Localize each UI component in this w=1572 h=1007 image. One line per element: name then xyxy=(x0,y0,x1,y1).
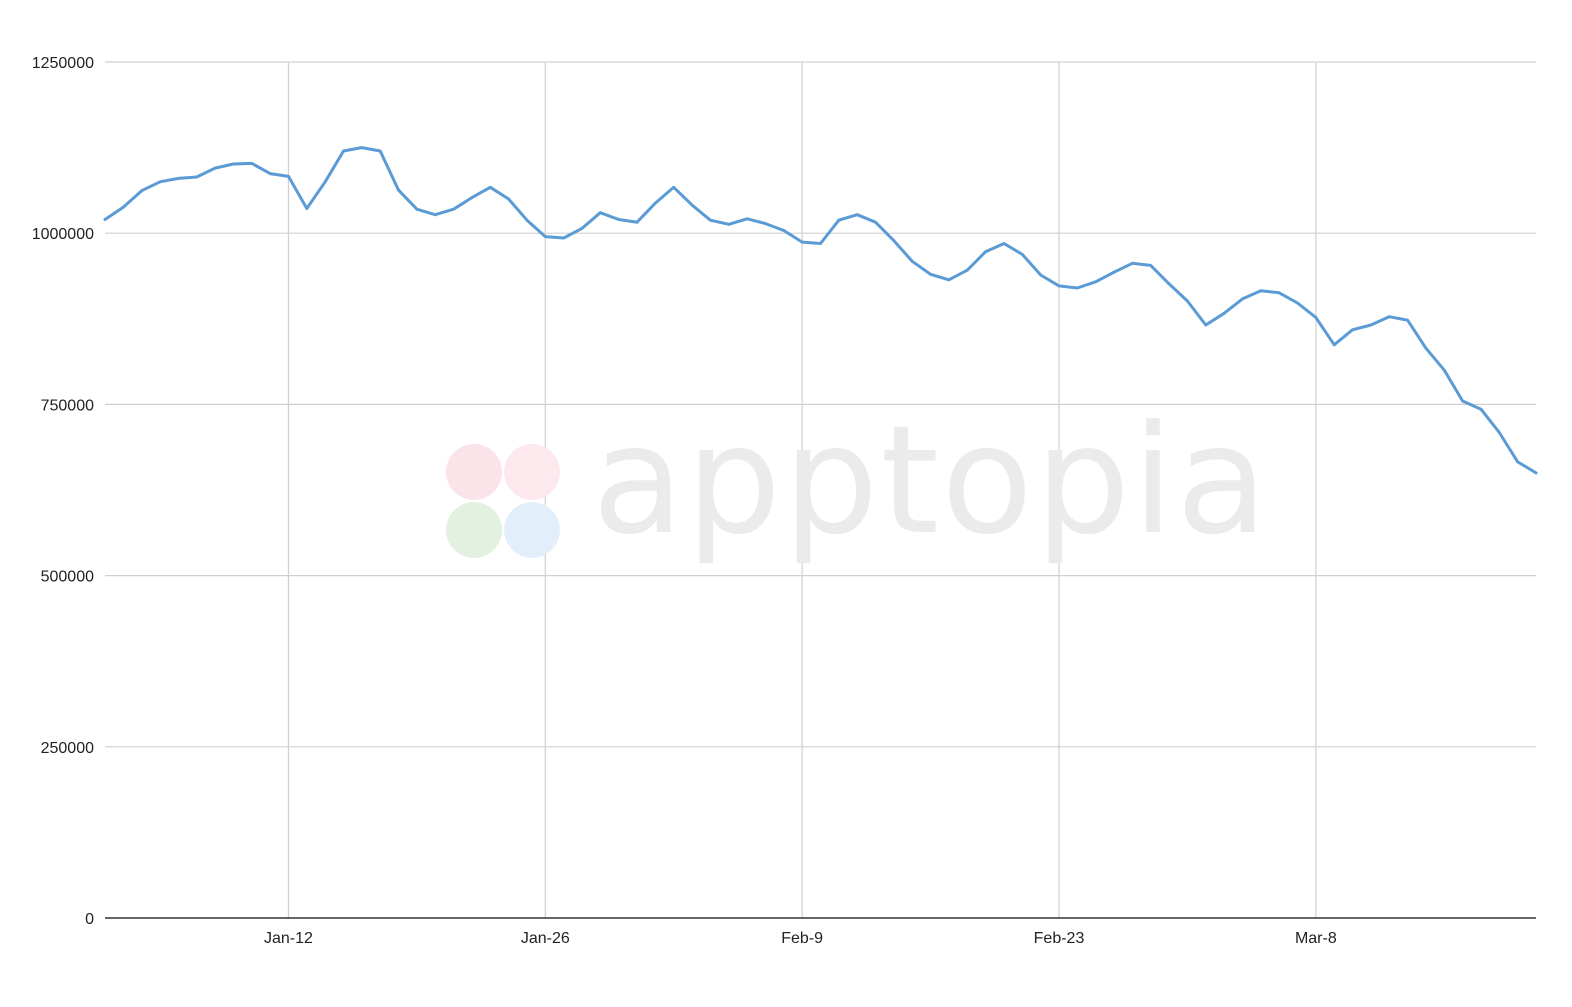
data-point xyxy=(782,229,786,232)
data-point xyxy=(470,196,474,199)
data-point xyxy=(525,218,529,222)
data-point xyxy=(1241,297,1244,301)
x-tick-labels: Jan-12 Jan-26 Feb-9 Feb-23 Mar-8 xyxy=(264,930,1337,947)
y-tick-labels: 0 250000 500000 750000 1000000 1250000 xyxy=(32,55,94,928)
data-point xyxy=(855,213,859,217)
data-point xyxy=(305,207,309,210)
data-point xyxy=(635,220,639,224)
data-point xyxy=(764,222,767,226)
x-tick-label: Jan-12 xyxy=(264,930,313,947)
data-point xyxy=(910,259,914,263)
data-point xyxy=(1020,253,1024,256)
x-tick-label: Jan-26 xyxy=(521,930,570,947)
data-point xyxy=(342,149,345,153)
watermark-text: apptopia xyxy=(592,394,1270,568)
watermark: apptopia xyxy=(446,394,1270,568)
x-tick-label: Feb-9 xyxy=(781,930,823,947)
data-point xyxy=(176,177,180,180)
data-point xyxy=(1424,346,1428,350)
data-point xyxy=(1314,316,1318,319)
data-point xyxy=(1387,315,1391,319)
data-point xyxy=(195,175,199,179)
data-point xyxy=(1222,311,1226,315)
clover-logo-icon xyxy=(446,444,560,558)
data-point xyxy=(1259,289,1263,293)
data-point xyxy=(158,180,162,184)
data-point xyxy=(1112,270,1116,274)
data-point xyxy=(965,268,969,272)
data-point xyxy=(507,197,511,201)
data-point xyxy=(415,207,419,211)
data-point xyxy=(1479,407,1483,411)
y-tick-label: 1250000 xyxy=(32,55,94,72)
data-point xyxy=(1516,460,1520,464)
data-point xyxy=(745,217,749,221)
data-point xyxy=(488,185,492,189)
data-point xyxy=(1332,343,1336,347)
data-point xyxy=(1461,399,1465,403)
data-point xyxy=(1204,323,1208,327)
data-point xyxy=(397,188,400,192)
data-point xyxy=(819,242,822,245)
data-point xyxy=(1497,431,1501,434)
y-tick-label: 750000 xyxy=(41,397,94,414)
data-point xyxy=(1002,242,1006,245)
data-point xyxy=(1369,323,1373,327)
data-point xyxy=(1130,261,1134,265)
data-point xyxy=(709,218,712,222)
data-point xyxy=(800,240,804,244)
data-point xyxy=(1039,273,1043,277)
data-point xyxy=(947,278,951,282)
data-point xyxy=(213,166,217,170)
grid xyxy=(105,61,1536,918)
y-tick-label: 1000000 xyxy=(32,226,94,243)
data-point xyxy=(433,213,437,217)
y-tick-label: 250000 xyxy=(41,740,94,757)
y-tick-label: 0 xyxy=(85,911,94,928)
data-point xyxy=(250,161,254,165)
data-point xyxy=(617,218,621,221)
data-point xyxy=(378,149,382,153)
data-point xyxy=(1442,368,1446,372)
data-point xyxy=(874,220,877,224)
data-point xyxy=(1277,291,1281,295)
data-point xyxy=(121,205,125,209)
data-point xyxy=(727,222,731,226)
data-point xyxy=(892,239,896,243)
data-point xyxy=(837,218,841,222)
data-point xyxy=(287,174,290,178)
data-point xyxy=(140,189,144,193)
data-point xyxy=(1075,286,1079,290)
data-point xyxy=(1186,299,1189,303)
data-point xyxy=(929,272,932,276)
data-point xyxy=(323,180,327,184)
x-tick-label: Mar-8 xyxy=(1295,930,1337,947)
data-point xyxy=(1296,301,1299,305)
data-point xyxy=(653,201,657,205)
data-point xyxy=(360,146,364,150)
data-point xyxy=(1057,284,1061,288)
data-point xyxy=(580,227,584,230)
data-point xyxy=(672,185,676,189)
data-point xyxy=(1351,328,1354,332)
data-point xyxy=(1406,318,1409,322)
data-point xyxy=(452,207,455,211)
data-point xyxy=(1534,471,1538,475)
y-tick-label: 500000 xyxy=(41,569,94,586)
data-point xyxy=(1094,280,1098,284)
data-point xyxy=(232,162,235,166)
data-point xyxy=(598,211,602,215)
x-tick-label: Feb-23 xyxy=(1034,930,1085,947)
data-point xyxy=(268,172,272,176)
data-point xyxy=(543,235,547,239)
data-point xyxy=(103,218,107,221)
data-point xyxy=(690,203,694,207)
data-point xyxy=(984,250,988,254)
data-point xyxy=(1149,263,1153,267)
data-point xyxy=(562,236,566,240)
series-layer xyxy=(103,146,1538,475)
data-point xyxy=(1167,282,1171,286)
